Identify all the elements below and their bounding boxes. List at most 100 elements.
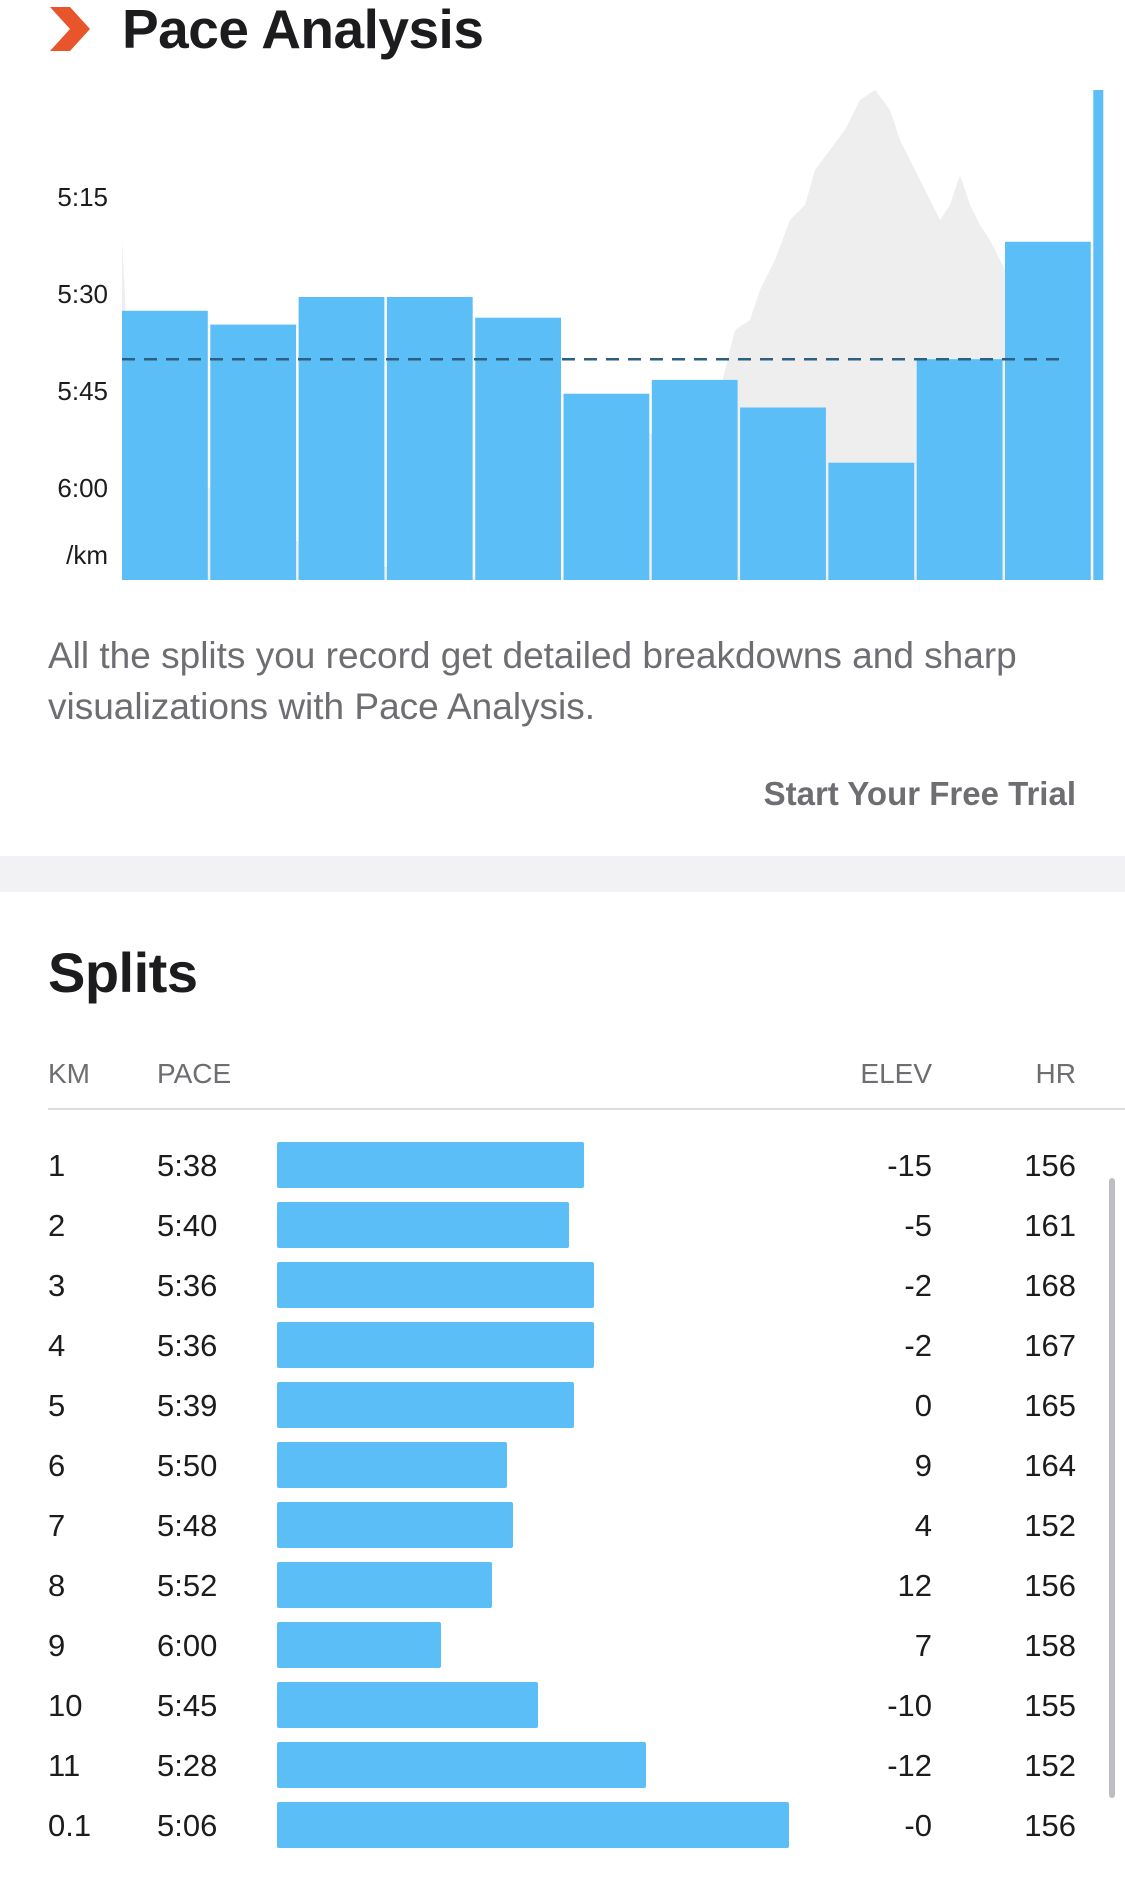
y-tick-label: 5:30 — [57, 279, 108, 309]
pace-bar-km-5 — [475, 317, 561, 580]
column-header-hr: HR — [1035, 1058, 1076, 1089]
split-row: 7 5:48 4 152 — [0, 1496, 1125, 1556]
split-km: 0.1 — [48, 1808, 92, 1843]
elevation-area — [122, 90, 1078, 580]
split-pace: 5:28 — [157, 1748, 218, 1783]
splits-title: Splits — [48, 941, 198, 1004]
split-elevation: -2 — [904, 1268, 932, 1303]
split-heart-rate: 168 — [1024, 1268, 1076, 1303]
split-elevation: -15 — [887, 1148, 932, 1183]
page-title: Pace Analysis — [122, 0, 484, 60]
split-km: 7 — [48, 1508, 66, 1543]
column-header-km: KM — [48, 1058, 90, 1089]
split-elevation: -2 — [904, 1328, 932, 1363]
split-pace-bar — [277, 1262, 594, 1308]
split-elevation: -0 — [904, 1808, 932, 1843]
split-heart-rate: 165 — [1024, 1388, 1076, 1423]
chevron-right-icon — [50, 7, 90, 51]
split-pace-bar — [277, 1802, 789, 1848]
split-km: 10 — [48, 1688, 83, 1723]
split-elevation: 7 — [914, 1628, 932, 1663]
split-row: 9 6:00 7 158 — [0, 1616, 1125, 1676]
split-km: 1 — [48, 1148, 66, 1183]
pace-chart: 5:15 5:30 5:45 6:00 /km — [57, 90, 1104, 581]
split-elevation: -5 — [904, 1208, 932, 1243]
pace-bar-km-1 — [122, 310, 208, 580]
split-pace: 5:06 — [157, 1808, 218, 1843]
split-elevation: 9 — [914, 1448, 932, 1483]
pace-analysis-section: Pace Analysis 5:15 5:30 5:45 6:00 /km Al… — [0, 0, 1125, 856]
pace-bar-km-2 — [210, 324, 297, 580]
split-heart-rate: 158 — [1024, 1628, 1076, 1663]
pace-bar-km-10 — [916, 359, 1003, 580]
split-row: 1 5:38 -15 156 — [0, 1136, 1125, 1196]
split-pace: 5:50 — [157, 1448, 218, 1483]
split-row: 10 5:45 -10 155 — [0, 1676, 1125, 1736]
split-pace: 5:38 — [157, 1148, 218, 1183]
split-heart-rate: 161 — [1024, 1208, 1076, 1243]
split-pace-bar — [277, 1442, 507, 1488]
pace-bar-km-4 — [386, 297, 473, 580]
split-pace: 5:45 — [157, 1688, 218, 1723]
split-heart-rate: 156 — [1024, 1808, 1076, 1843]
split-row: 3 5:36 -2 168 — [0, 1256, 1125, 1316]
split-pace: 5:36 — [157, 1268, 218, 1303]
split-heart-rate: 156 — [1024, 1148, 1076, 1183]
split-row: 11 5:28 -12 152 — [0, 1736, 1125, 1796]
y-tick-label: 5:45 — [57, 376, 108, 406]
pace-bar-km-8 — [740, 407, 826, 580]
split-pace-bar — [277, 1622, 441, 1668]
split-elevation: 4 — [914, 1508, 932, 1543]
split-pace: 5:52 — [157, 1568, 218, 1603]
start-free-trial-button[interactable]: Start Your Free Trial — [763, 775, 1076, 812]
pace-bar-km-6 — [563, 393, 650, 580]
split-pace-bar — [277, 1502, 513, 1548]
split-heart-rate: 156 — [1024, 1568, 1076, 1603]
split-pace: 6:00 — [157, 1628, 218, 1663]
pace-bar-km-0.1 — [1093, 90, 1104, 580]
split-pace-bar — [277, 1322, 594, 1368]
split-heart-rate: 155 — [1024, 1688, 1076, 1723]
y-tick-label: 5:15 — [57, 182, 108, 212]
pace-bar-km-9 — [828, 462, 915, 580]
split-km: 6 — [48, 1448, 66, 1483]
pace-bar-km-3 — [298, 297, 385, 580]
split-pace: 5:36 — [157, 1328, 218, 1363]
split-km: 11 — [48, 1748, 81, 1783]
header-divider — [48, 1108, 1125, 1110]
split-pace-bar — [277, 1562, 492, 1608]
split-row: 8 5:52 12 156 — [0, 1556, 1125, 1616]
split-heart-rate: 164 — [1024, 1448, 1076, 1483]
split-pace: 5:39 — [157, 1388, 218, 1423]
split-heart-rate: 152 — [1024, 1508, 1076, 1543]
split-pace: 5:40 — [157, 1208, 218, 1243]
scrollbar[interactable] — [1109, 1178, 1115, 1798]
split-row: 4 5:36 -2 167 — [0, 1316, 1125, 1376]
split-pace-bar — [277, 1742, 646, 1788]
y-tick-label: 6:00 — [57, 473, 108, 503]
split-elevation: 0 — [914, 1388, 932, 1423]
split-row: 2 5:40 -5 161 — [0, 1196, 1125, 1256]
section-separator — [0, 856, 1125, 892]
split-row: 6 5:50 9 164 — [0, 1436, 1125, 1496]
pace-analysis-header: Pace Analysis — [48, 0, 484, 64]
y-axis-ticks: 5:15 5:30 5:45 6:00 /km — [57, 182, 108, 570]
split-km: 2 — [48, 1208, 66, 1243]
split-elevation: 12 — [897, 1568, 932, 1603]
split-km: 5 — [48, 1388, 66, 1423]
split-pace-bar — [277, 1202, 569, 1248]
pace-bars — [122, 90, 1104, 581]
split-elevation: -10 — [887, 1688, 932, 1723]
pace-bar-km-7 — [651, 379, 738, 580]
pace-bar-km-11 — [1005, 241, 1091, 581]
split-heart-rate: 167 — [1024, 1328, 1076, 1363]
split-elevation: -12 — [887, 1748, 932, 1783]
split-pace: 5:48 — [157, 1508, 218, 1543]
split-pace-bar — [277, 1382, 574, 1428]
split-pace-bar — [277, 1142, 584, 1188]
column-header-elev: ELEV — [860, 1058, 932, 1089]
pace-analysis-description: All the splits you record get detailed b… — [48, 635, 1017, 727]
split-pace-bar — [277, 1682, 538, 1728]
splits-section: Splits KM PACE ELEV HR 1 5:38 -15 156 2 5:40 -… — [0, 892, 1125, 1879]
split-km: 8 — [48, 1568, 66, 1603]
